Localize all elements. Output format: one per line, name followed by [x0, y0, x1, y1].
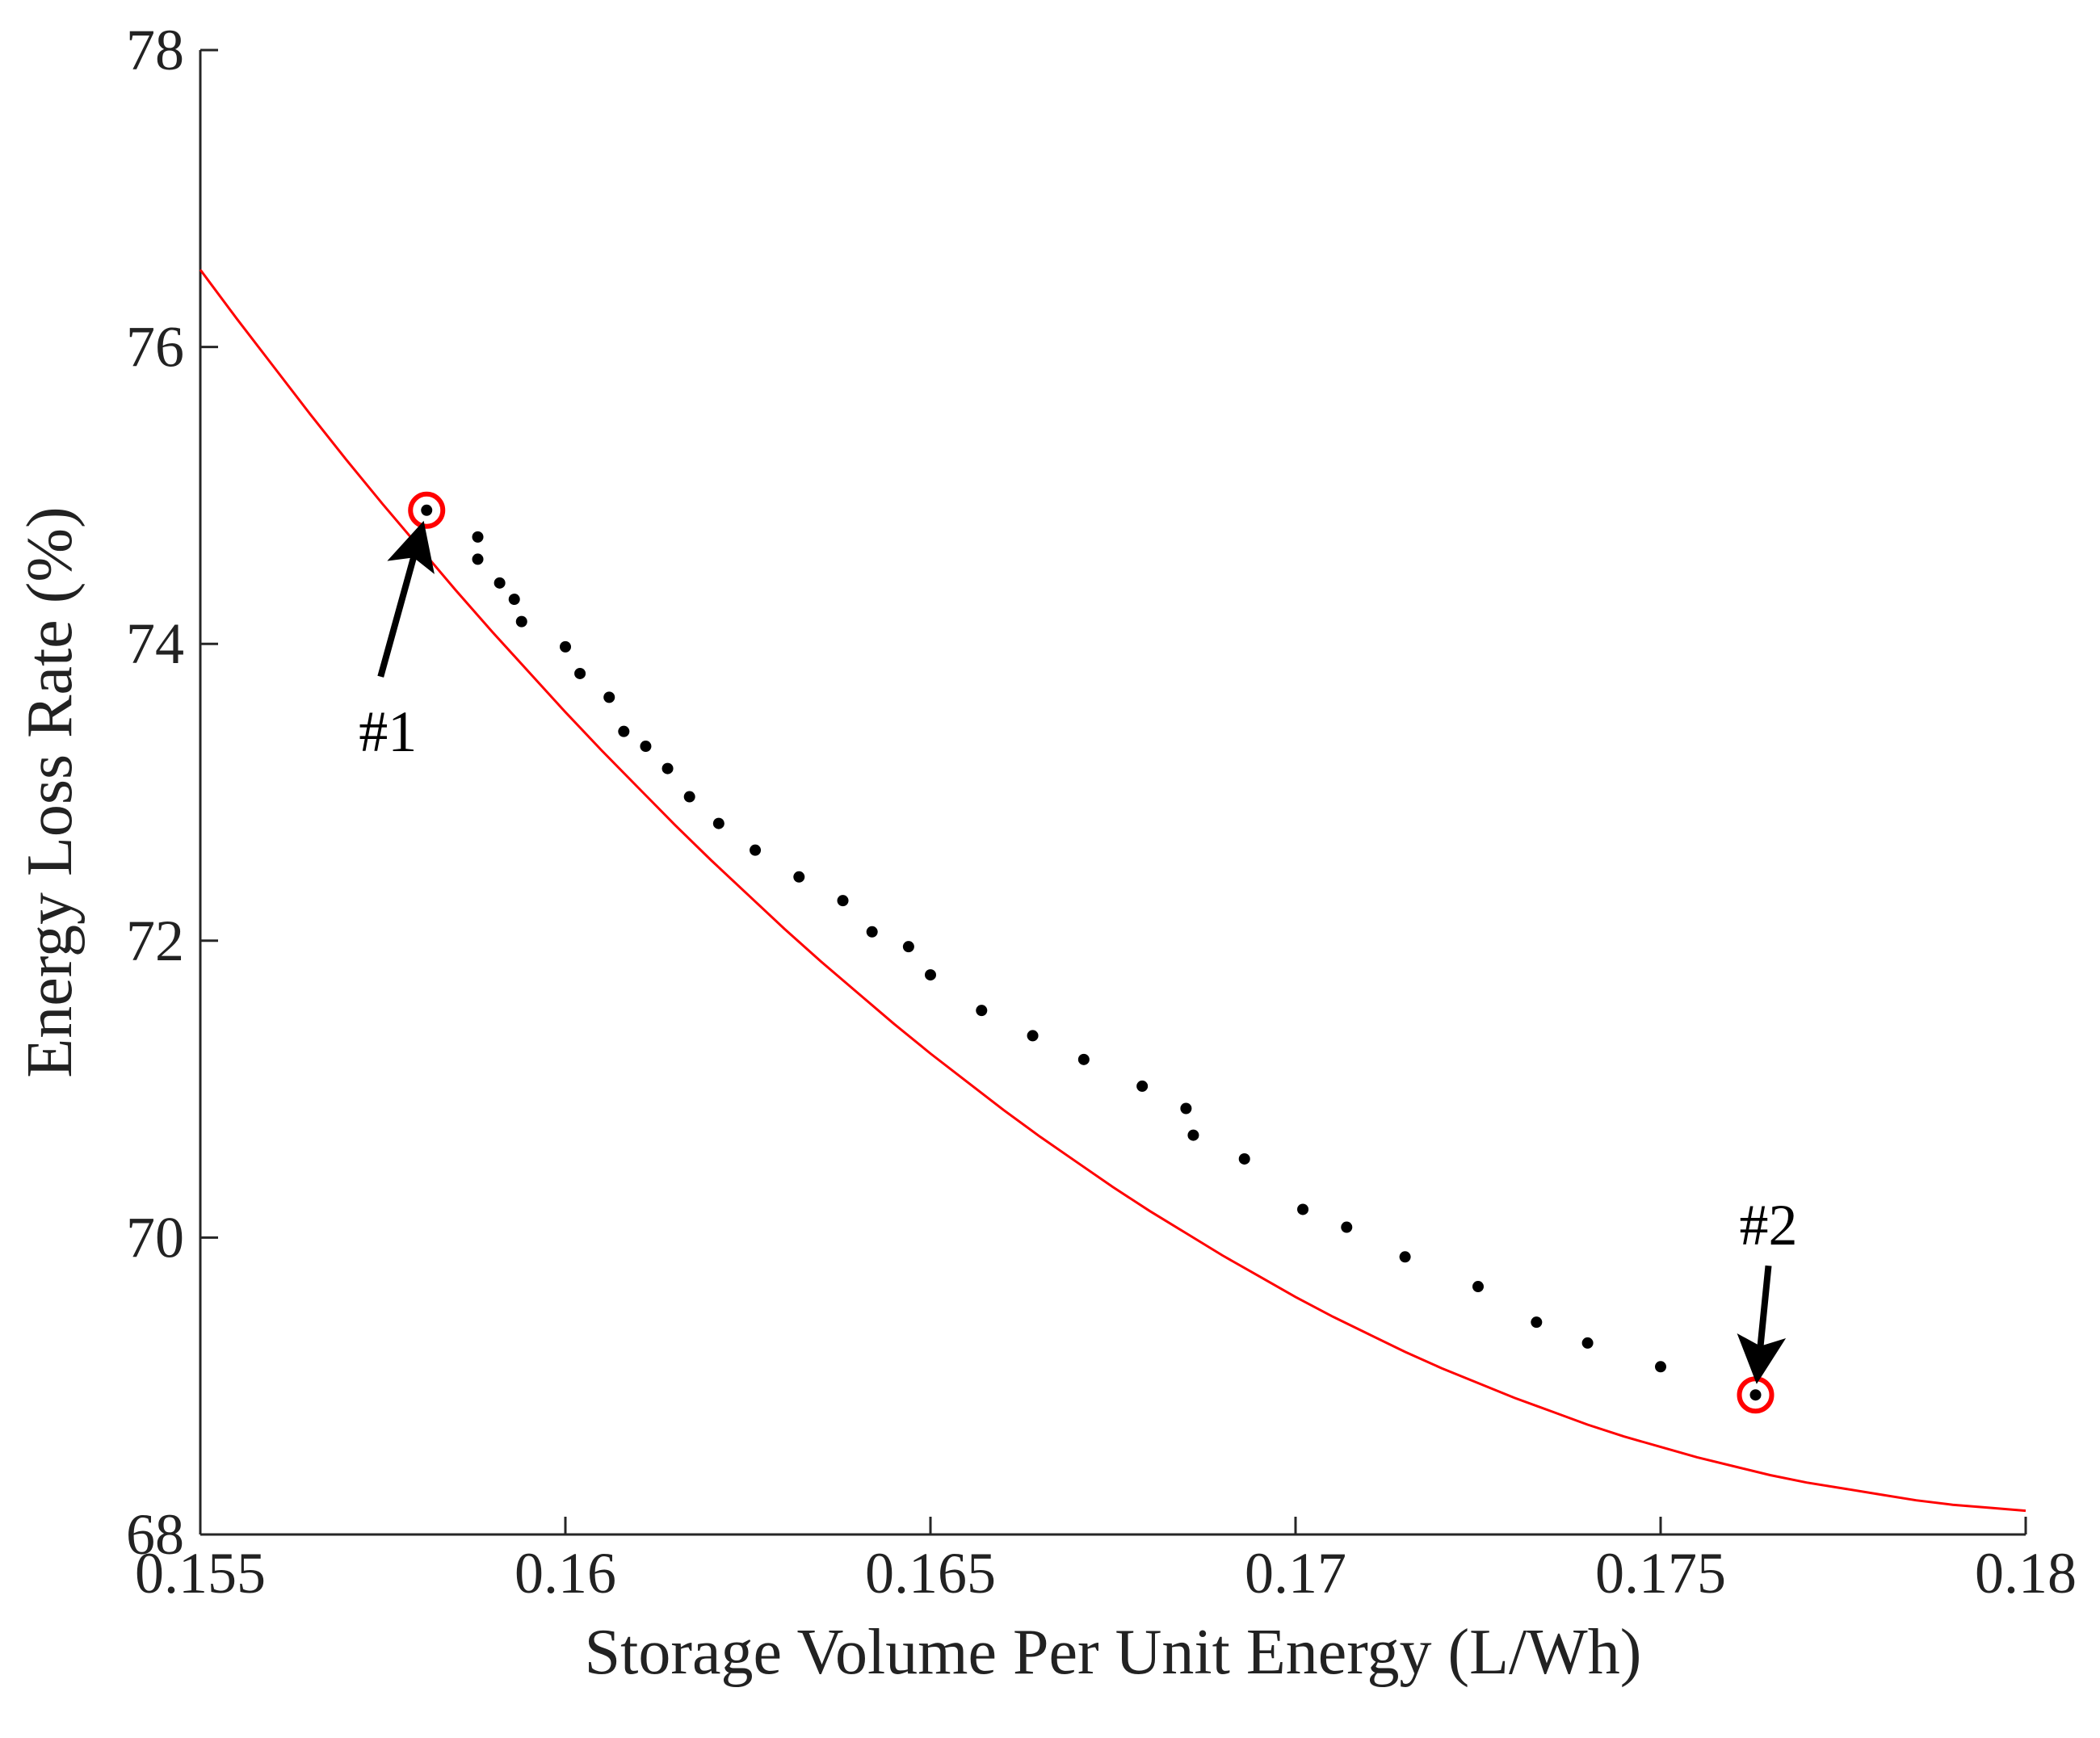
- data-point: [1655, 1361, 1666, 1373]
- y-tick-label: 68: [126, 1502, 184, 1567]
- highlight-markers-layer: [408, 491, 1774, 1414]
- data-point: [1187, 1129, 1199, 1141]
- y-tick-label: 76: [126, 315, 184, 380]
- data-point: [1581, 1337, 1594, 1349]
- fitted-curve-layer: [199, 269, 2026, 1513]
- data-point: [866, 926, 878, 938]
- y-tick-label: 78: [126, 18, 184, 82]
- data-point: [472, 531, 484, 543]
- data-point: [925, 969, 936, 981]
- x-tick-label: 0.155: [135, 1541, 266, 1606]
- x-tick-label: 0.18: [1975, 1541, 2077, 1606]
- data-point: [472, 553, 484, 565]
- annotation-arrow-1: [377, 520, 435, 678]
- axes: 0.155 0.16 0.165 0.17 0.175 0.18 68 70 72 74 76 78: [126, 18, 2077, 1606]
- data-point: [1749, 1389, 1762, 1401]
- data-point: [1341, 1221, 1353, 1233]
- annotations-layer: #1 #2: [359, 520, 1798, 1384]
- data-point: [712, 817, 724, 829]
- data-point: [793, 871, 805, 883]
- data-point: [421, 504, 433, 516]
- data-point: [618, 725, 630, 737]
- x-tick-label: 0.17: [1245, 1541, 1346, 1606]
- x-axis-label: Storage Volume Per Unit Energy (L/Wh): [585, 1617, 1642, 1688]
- fitted-curve-line: [199, 269, 2026, 1513]
- data-point: [837, 895, 849, 907]
- data-point: [640, 741, 652, 753]
- data-point: [560, 640, 571, 653]
- data-point: [1297, 1203, 1309, 1215]
- data-point: [1238, 1152, 1250, 1165]
- annotation-label-1: #1: [359, 699, 417, 764]
- data-point: [1077, 1053, 1090, 1065]
- annotation-arrow-2: [1737, 1265, 1787, 1384]
- data-point: [683, 791, 695, 803]
- y-tick-label: 72: [126, 909, 184, 973]
- data-point: [603, 691, 615, 703]
- data-point: [1180, 1102, 1192, 1115]
- scatter-points-layer: [421, 504, 1762, 1401]
- data-point: [662, 762, 674, 775]
- x-tick-label: 0.16: [514, 1541, 616, 1606]
- annotation-label-2: #2: [1740, 1193, 1798, 1257]
- y-axis-label: Energy Loss Rate (%): [15, 506, 86, 1077]
- data-point: [508, 594, 520, 606]
- x-tick-label: 0.175: [1595, 1541, 1726, 1606]
- data-point: [1027, 1030, 1039, 1042]
- data-point: [515, 615, 527, 628]
- data-point: [574, 667, 586, 679]
- data-point: [1472, 1281, 1484, 1293]
- y-tick-label: 70: [126, 1205, 184, 1270]
- data-point: [902, 941, 914, 953]
- data-point: [976, 1005, 988, 1017]
- data-point: [750, 844, 762, 856]
- y-tick-label: 74: [126, 611, 184, 676]
- data-point: [1531, 1316, 1543, 1329]
- data-point: [1399, 1251, 1411, 1263]
- data-point: [1136, 1080, 1149, 1092]
- data-point: [494, 577, 506, 589]
- x-tick-label: 0.165: [865, 1541, 996, 1606]
